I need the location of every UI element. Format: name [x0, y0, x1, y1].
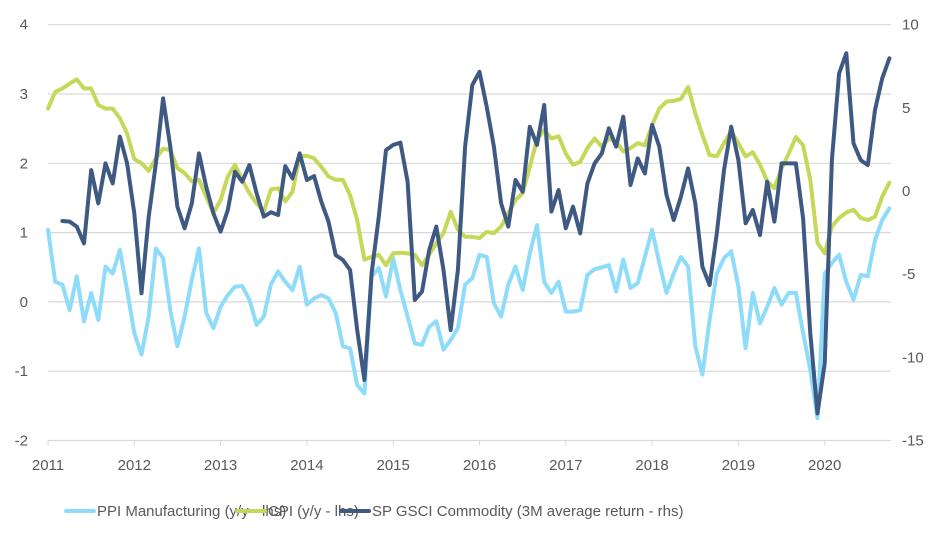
right-y-tick-label: 0 [902, 183, 910, 200]
x-tick-label: 2014 [290, 457, 323, 474]
legend-item: CPI (y/y - lhs) [235, 503, 359, 520]
x-tick-label: 2017 [549, 457, 582, 474]
series-line-cpi [46, 77, 892, 268]
left-y-tick-label: 2 [20, 155, 28, 172]
left-y-tick-label: -1 [15, 363, 28, 380]
left-y-tick-label: 4 [20, 17, 28, 34]
left-y-tick-label: 0 [20, 294, 28, 311]
series-line-ppi [46, 206, 892, 421]
x-tick-label: 2020 [808, 457, 841, 474]
x-tick-label: 2018 [635, 457, 668, 474]
legend-label: SP GSCI Commodity (3M average return - r… [372, 503, 683, 520]
right-y-tick-label: -10 [902, 349, 924, 366]
x-tick-label: 2019 [722, 457, 755, 474]
right-y-tick-label: -5 [902, 266, 915, 283]
legend-label: CPI (y/y - lhs) [268, 503, 359, 520]
series-lines [46, 51, 892, 421]
x-tick-label: 2012 [118, 457, 151, 474]
left-y-axis: 4 3 2 1 0 -1 -2 [15, 17, 28, 450]
left-y-tick-label: 1 [20, 225, 28, 242]
legend-item: SP GSCI Commodity (3M average return - r… [339, 503, 683, 520]
right-y-axis: 10 5 0 -5 -10 -15 [902, 17, 924, 450]
x-tick-label: 2011 [32, 457, 64, 474]
left-y-tick-label: 3 [20, 86, 28, 103]
x-tick-label: 2016 [463, 457, 496, 474]
x-tick-label: 2015 [377, 457, 410, 474]
legend: PPI Manufacturing (y/y - lhs)CPI (y/y - … [64, 503, 683, 520]
left-y-tick-label: -2 [15, 433, 28, 450]
x-tick-label: 2013 [204, 457, 237, 474]
right-y-tick-label: 10 [902, 17, 919, 34]
right-y-tick-label: -15 [902, 433, 924, 450]
series-line-commodity [60, 51, 892, 416]
right-y-tick-label: 5 [902, 100, 910, 117]
legend-label: PPI Manufacturing (y/y - lhs) [97, 503, 286, 520]
legend-item: PPI Manufacturing (y/y - lhs) [64, 503, 286, 520]
x-axis: 2011 2012 2013 2014 2015 2016 2017 2018 2019 2020 [32, 439, 891, 474]
